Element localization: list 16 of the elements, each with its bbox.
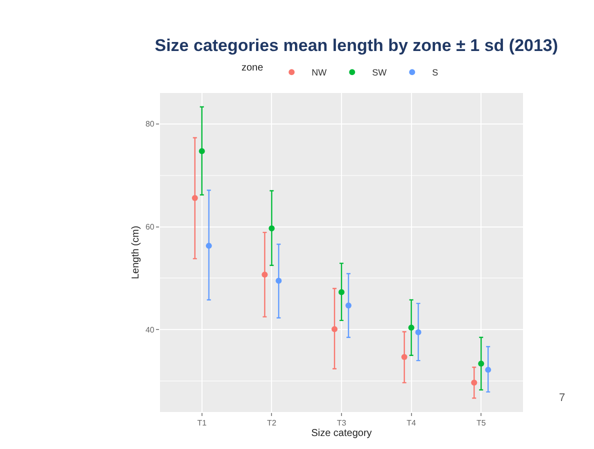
y-tick-label: 40 xyxy=(145,325,155,334)
x-tick-label: T3 xyxy=(336,418,347,428)
legend-title: zone xyxy=(242,62,264,74)
text: 7 xyxy=(559,392,566,404)
legend-label: SW xyxy=(372,68,388,78)
y-tick-label: 60 xyxy=(145,222,155,232)
x-tick-label: T4 xyxy=(406,418,417,428)
x-tick-label: T5 xyxy=(476,418,486,428)
chart-title: Size categories mean length by zone ± 1 sd (2013) xyxy=(154,36,558,55)
y-axis-title: Length (cm) xyxy=(130,226,142,280)
x-axis-title: Size category xyxy=(311,428,372,440)
y-tick-label: 80 xyxy=(145,120,155,129)
x-tick-label: T1 xyxy=(197,418,208,428)
x-tick-label: T2 xyxy=(267,418,277,428)
legend-label: NW xyxy=(312,68,328,78)
legend-label: S xyxy=(432,68,438,78)
